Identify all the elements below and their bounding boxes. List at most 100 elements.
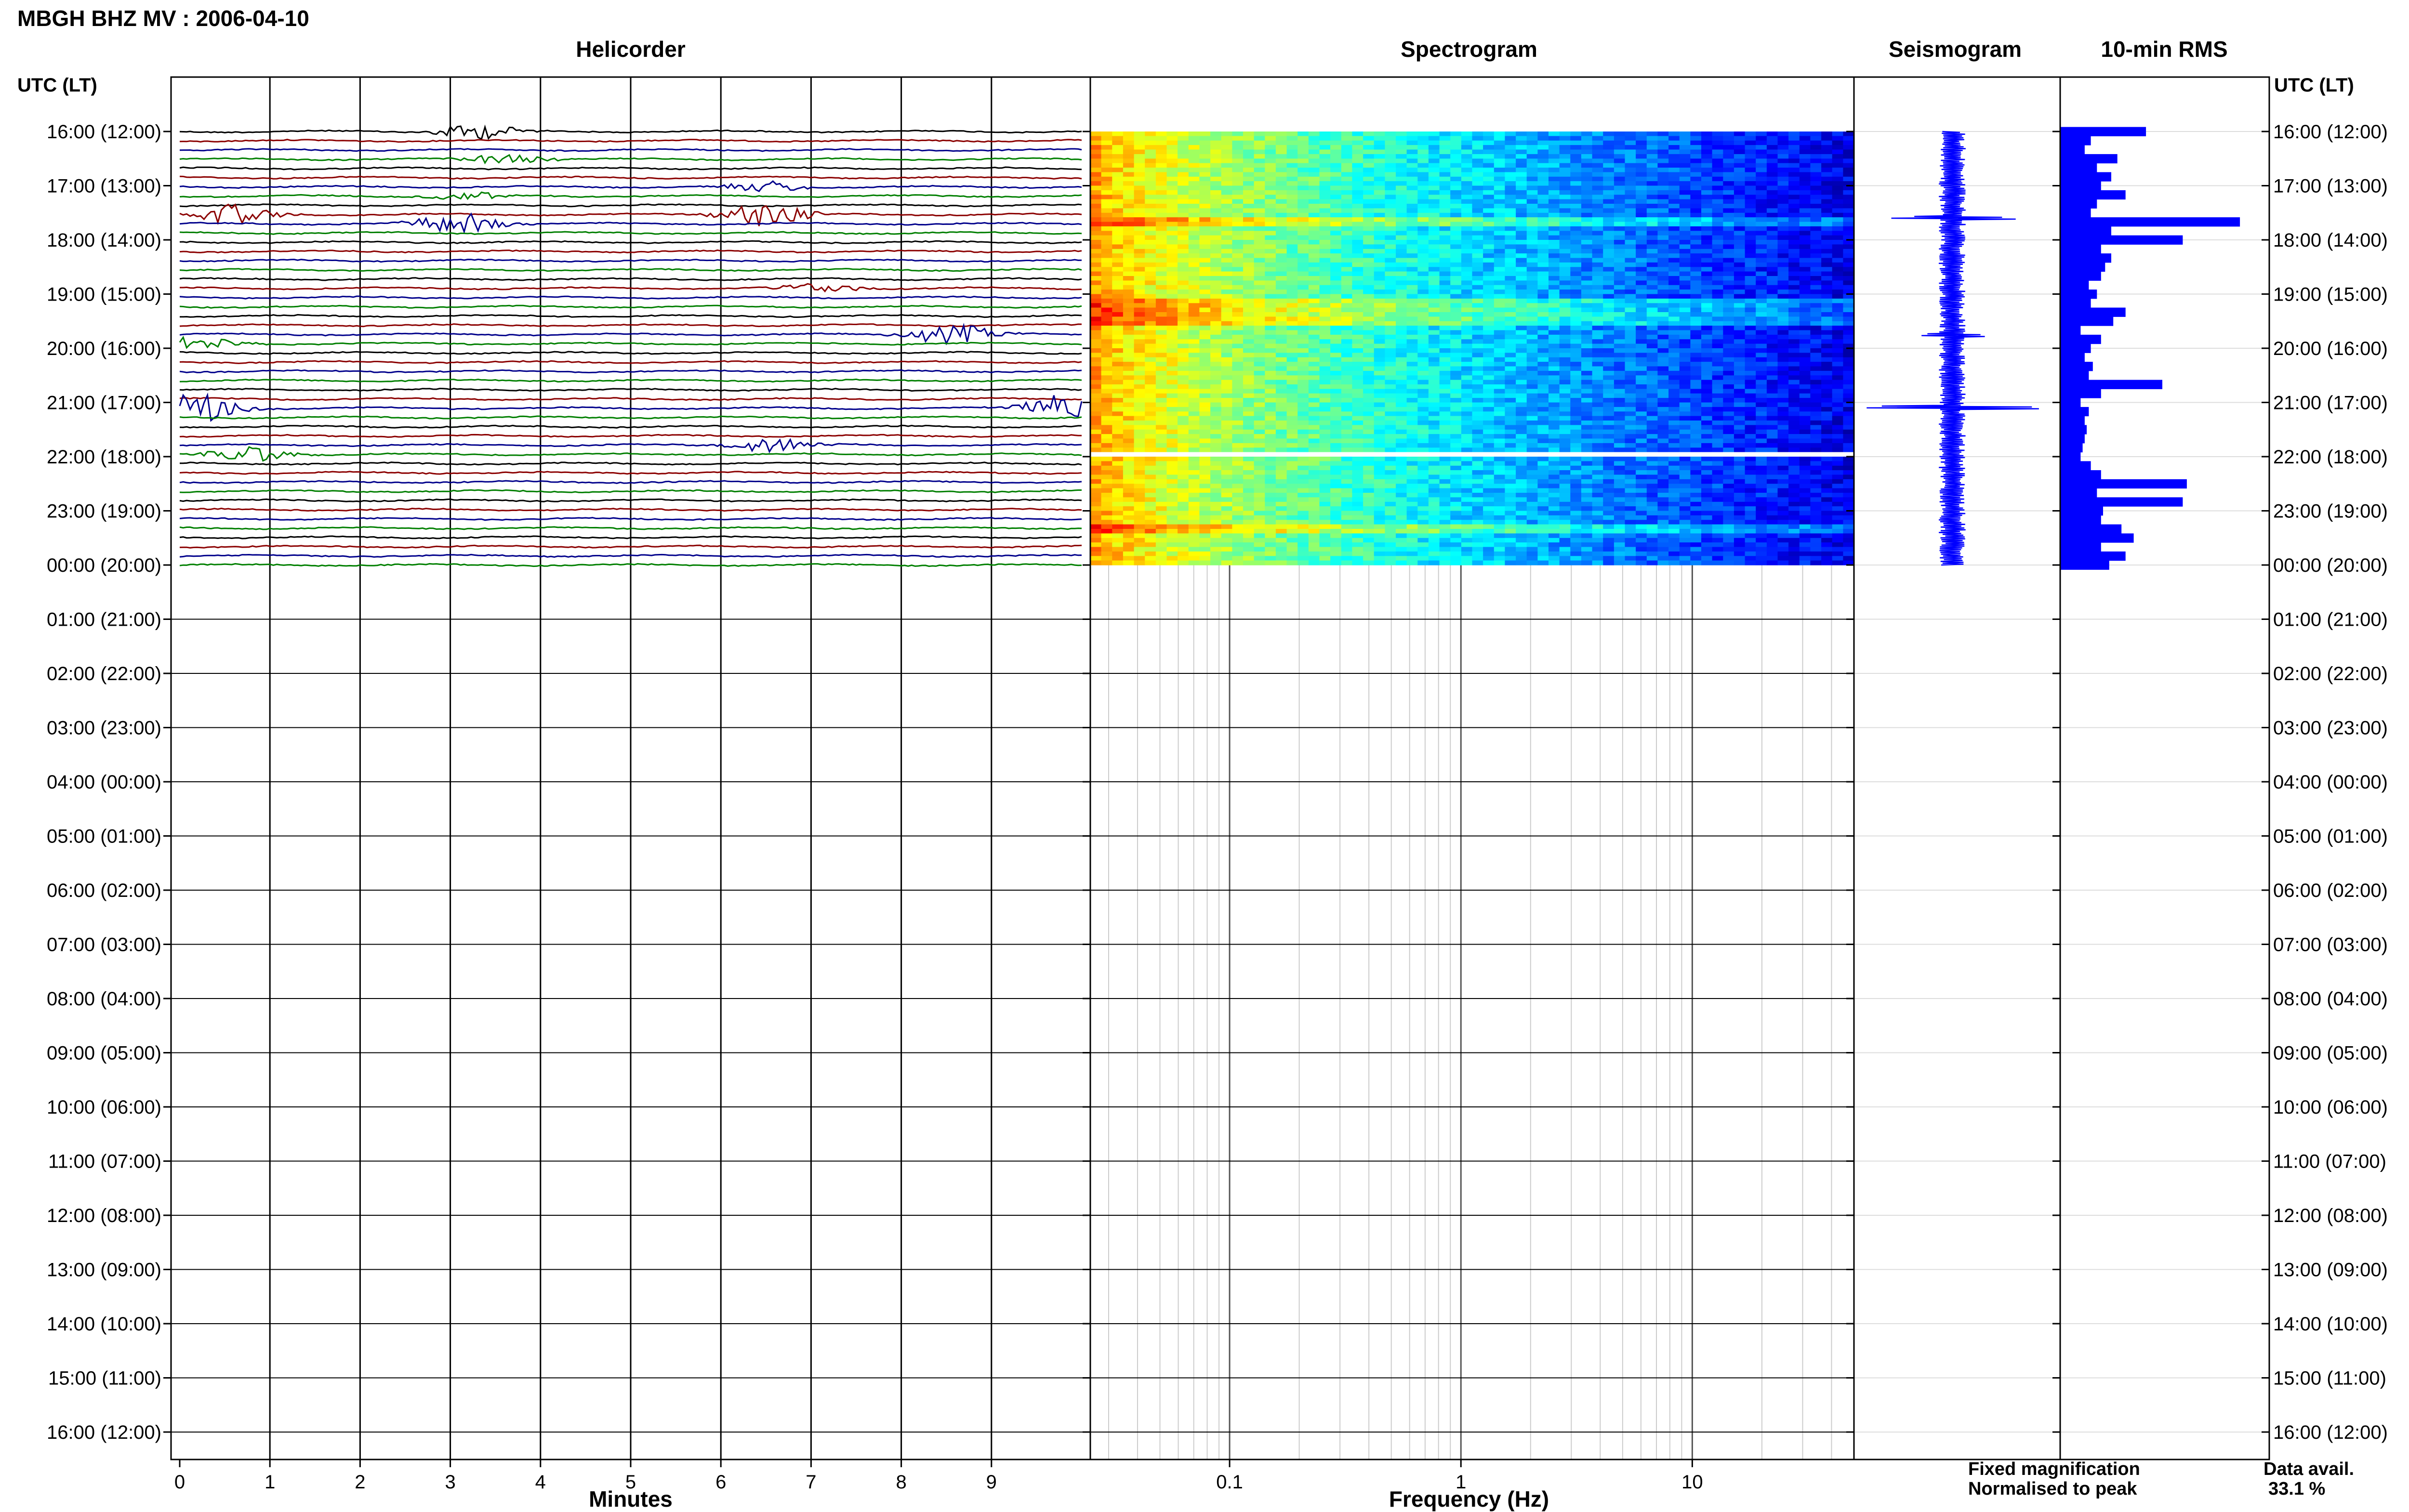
spectrogram-cell [1537, 298, 1549, 303]
spectrogram-cell [1166, 389, 1178, 394]
spectrogram-cell [1516, 330, 1527, 335]
spectrogram-cell [1788, 276, 1800, 281]
spectrogram-cell [1646, 149, 1658, 155]
spectrogram-cell [1734, 140, 1746, 145]
spectrogram-cell [1308, 285, 1320, 290]
spectrogram-cell [1668, 326, 1680, 331]
spectrogram-cell [1810, 168, 1822, 172]
spectrogram-cell [1777, 185, 1789, 191]
spectrogram-cell [1537, 380, 1549, 385]
spectrogram-cell [1668, 149, 1680, 155]
spectrogram-cell [1592, 244, 1603, 250]
spectrogram-cell [1286, 343, 1298, 349]
spectrogram-cell [1341, 204, 1352, 209]
spectrogram-cell [1112, 330, 1124, 335]
spectrogram-cell [1549, 434, 1560, 439]
spectrogram-cell [1766, 330, 1778, 335]
spectrogram-cell [1112, 235, 1124, 240]
spectrogram-cell [1254, 407, 1265, 412]
spectrogram-cell [1319, 438, 1331, 444]
spectrogram-cell [1221, 240, 1232, 245]
spectrogram-cell [1766, 411, 1778, 417]
spectrogram-cell [1549, 204, 1560, 209]
spectrogram-cell [1581, 212, 1593, 218]
spectrogram-cell [1843, 253, 1854, 259]
spectrogram-cell [1690, 357, 1702, 362]
spectrogram-cell [1603, 389, 1615, 394]
spectrogram-cell [1646, 384, 1658, 389]
spectrogram-cell [1352, 190, 1363, 195]
spectrogram-cell [1559, 330, 1571, 335]
spectrogram-cell [1723, 158, 1734, 164]
spectrogram-cell [1286, 416, 1298, 421]
spectrogram-cell [1690, 380, 1702, 385]
spectrogram-cell [1210, 176, 1222, 182]
spectrogram-cell [1559, 154, 1571, 159]
spectrogram-cell [1275, 199, 1287, 204]
spectrogram-cell [1657, 240, 1669, 245]
spectrogram-cell [1745, 429, 1756, 434]
spectrogram-cell [1549, 267, 1560, 272]
spectrogram-cell [1636, 362, 1647, 367]
spectrogram-cell [1843, 163, 1854, 168]
spectrogram-cell [1799, 393, 1811, 398]
spectrogram-cell [1483, 384, 1495, 389]
spectrogram-cell [1221, 421, 1232, 425]
spectrogram-cell [1679, 343, 1691, 349]
spectrogram-cell [1319, 434, 1331, 439]
spectrogram-cell [1254, 131, 1265, 136]
spectrogram-cell [1570, 145, 1582, 150]
spectrogram-cell [1221, 185, 1232, 191]
helicorder-trace [179, 392, 1083, 422]
spectrogram-cell [1232, 249, 1244, 254]
spectrogram-cell [1243, 249, 1255, 254]
spectrogram-cell [1690, 271, 1702, 276]
spectrogram-cell [1625, 411, 1636, 417]
spectrogram-cell [1799, 217, 1811, 223]
spectrogram-cell [1657, 357, 1669, 362]
spectrogram-cell [1450, 163, 1462, 168]
spectrogram-cell [1101, 163, 1112, 168]
spectrogram-cell [1537, 366, 1549, 371]
spectrogram-cell [1210, 289, 1222, 295]
spectrogram-cell [1549, 298, 1560, 303]
spectrogram-cell [1396, 434, 1407, 439]
spectrogram-cell [1134, 438, 1145, 444]
spectrogram-cell [1832, 267, 1843, 272]
spectrogram-cell [1199, 185, 1211, 191]
spectrogram-cell [1701, 298, 1713, 303]
spectrogram-cell [1679, 326, 1691, 331]
spectrogram-cell [1428, 429, 1440, 434]
spectrogram-cell [1526, 208, 1538, 213]
spectrogram-cell [1614, 321, 1626, 326]
spectrogram-cell [1297, 298, 1309, 303]
spectrogram-cell [1286, 145, 1298, 150]
spectrogram-cell [1788, 226, 1800, 231]
spectrogram-cell [1821, 407, 1833, 412]
spectrogram-cell [1178, 131, 1189, 136]
spectrogram-cell [1134, 416, 1145, 421]
spectrogram-cell [1254, 316, 1265, 322]
spectrogram-cell [1363, 222, 1375, 227]
spectrogram-cell [1483, 343, 1495, 349]
spectrogram-cell [1603, 163, 1615, 168]
spectrogram-cell [1712, 429, 1723, 434]
spectrogram-cell [1625, 253, 1636, 259]
spectrogram-cell [1308, 438, 1320, 444]
spectrogram-cell [1265, 249, 1276, 254]
spectrogram-cell [1297, 231, 1309, 236]
spectrogram-cell [1549, 438, 1560, 444]
spectrogram-cell [1483, 370, 1495, 376]
spectrogram-cell [1221, 204, 1232, 209]
spectrogram-cell [1843, 389, 1854, 394]
spectrogram-cell [1101, 330, 1112, 335]
spectrogram-cell [1636, 231, 1647, 236]
spectrogram-cell [1450, 330, 1462, 335]
spectrogram-cell [1777, 339, 1789, 344]
spectrogram-cell [1690, 222, 1702, 227]
spectrogram-cell [1766, 280, 1778, 286]
spectrogram-cell [1341, 294, 1352, 299]
spectrogram-cell [1428, 393, 1440, 398]
spectrogram-cell [1766, 190, 1778, 195]
spectrogram-cell [1756, 389, 1767, 394]
